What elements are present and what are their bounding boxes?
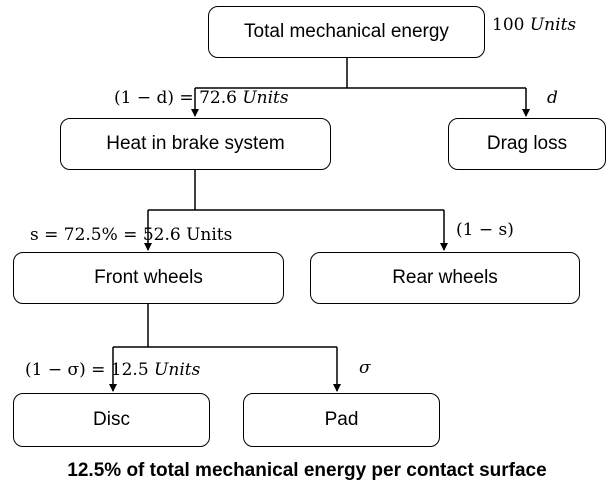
label-drag-factor: d (547, 88, 558, 108)
node-rear-label: Rear wheels (392, 267, 498, 288)
node-disc: Disc (13, 393, 210, 447)
node-heat-label: Heat in brake system (106, 133, 285, 154)
node-total-label: Total mechanical energy (244, 21, 449, 42)
label-disc-factor-expr: (1 − σ) = 12.5 (25, 360, 149, 380)
connector-total-split (195, 58, 526, 89)
label-heat-factor-expr: (1 − d) = 72.6 (114, 88, 237, 108)
label-heat-factor-unit: Units (242, 88, 289, 108)
diagram-caption: 12.5% of total mechanical energy per con… (67, 460, 547, 481)
label-total-value-unit: Units (529, 15, 577, 35)
label-total-value-number: 100 (492, 15, 525, 35)
label-rear-factor: (1 − s) (456, 220, 514, 240)
label-pad-factor: σ (359, 358, 371, 378)
node-rear-wheels: Rear wheels (310, 252, 580, 304)
node-front-label: Front wheels (94, 267, 203, 288)
node-pad-label: Pad (324, 409, 359, 430)
label-heat-factor: (1 − d) = 72.6 Units (114, 90, 289, 107)
node-disc-label: Disc (93, 409, 130, 430)
node-drag-loss: Drag loss (448, 118, 606, 170)
connector-front-split (113, 304, 337, 348)
node-front-wheels: Front wheels (13, 252, 284, 304)
label-disc-factor-unit: Units (154, 360, 201, 380)
node-pad: Pad (243, 393, 440, 447)
node-total-mechanical-energy: Total mechanical energy (208, 6, 485, 58)
connector-heat-split (148, 170, 444, 211)
label-front-factor: s = 72.5% = 52.6 Units (30, 225, 233, 245)
node-heat-in-brake-system: Heat in brake system (60, 118, 331, 170)
label-disc-factor: (1 − σ) = 12.5 Units (25, 362, 200, 379)
label-total-value: 100 Units (492, 17, 576, 34)
node-drag-label: Drag loss (486, 133, 568, 154)
